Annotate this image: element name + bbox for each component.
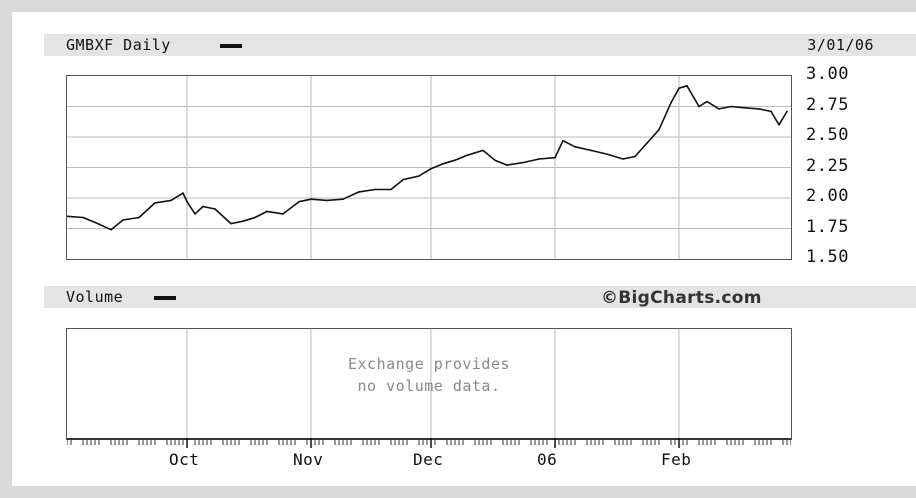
price-point <box>230 222 232 225</box>
price-point <box>634 155 636 158</box>
y-tick-label: 2.00 <box>806 186 849 206</box>
no-volume-message-line2: no volume data. <box>357 377 501 395</box>
chart-panel: GMBXF Daily 3/01/06 3.00 2.75 2.50 2.25 2.00… <box>12 12 916 486</box>
price-point <box>706 100 708 103</box>
price-legend-swatch <box>220 44 242 48</box>
y-tick-label: 2.75 <box>806 94 849 115</box>
price-point <box>418 175 420 177</box>
chart-date: 3/01/06 <box>807 36 874 54</box>
price-point <box>686 84 688 87</box>
y-tick-label: 1.75 <box>806 216 849 237</box>
price-point <box>194 213 196 215</box>
price-point <box>202 205 204 208</box>
bigcharts-credit: ©BigCharts.com <box>601 288 762 308</box>
chart-title: GMBXF Daily <box>66 36 171 54</box>
y-tick-label: 2.50 <box>806 125 849 145</box>
price-point <box>522 161 524 164</box>
price-point <box>482 149 484 152</box>
y-tick-label: 3.00 <box>806 64 849 84</box>
price-point <box>138 216 140 219</box>
x-tick-label: 06 <box>537 450 558 469</box>
price-point <box>718 108 720 110</box>
price-point <box>466 154 468 157</box>
volume-plot-area: Exchange provides no volume data. <box>66 328 792 440</box>
price-point <box>326 199 328 202</box>
price-point <box>778 124 780 126</box>
price-point <box>390 188 392 191</box>
price-point <box>254 216 256 219</box>
price-point <box>242 220 244 222</box>
price-point <box>538 158 540 160</box>
x-tick-label: Dec <box>413 450 444 469</box>
price-point <box>554 156 556 159</box>
price-point <box>454 159 456 161</box>
price-point <box>358 191 360 193</box>
price-chart-svg <box>67 76 791 259</box>
price-point <box>574 145 576 148</box>
price-point <box>94 221 96 224</box>
price-point <box>186 200 188 203</box>
price-point <box>67 215 68 218</box>
price-point <box>758 108 760 110</box>
price-point <box>374 188 376 191</box>
price-point <box>658 128 660 131</box>
price-point <box>506 164 508 166</box>
price-point <box>730 105 732 108</box>
price-point <box>678 87 680 89</box>
price-point <box>170 199 172 202</box>
price-point <box>698 105 700 108</box>
y-tick-label: 1.50 <box>806 247 849 267</box>
price-point <box>442 163 444 165</box>
price-header-bar: GMBXF Daily 3/01/06 <box>44 34 916 56</box>
price-point <box>646 142 648 144</box>
volume-chart-svg <box>186 329 680 439</box>
price-point <box>402 178 404 181</box>
volume-header-bar: Volume <box>44 286 916 308</box>
price-point <box>82 216 84 219</box>
price-point <box>622 158 624 160</box>
price-point <box>298 200 300 203</box>
price-point <box>122 219 124 221</box>
price-point <box>182 192 184 194</box>
no-volume-message-line1: Exchange provides <box>347 355 511 373</box>
price-point <box>430 167 432 170</box>
price-plot-area <box>66 75 792 260</box>
x-tick-label: Oct <box>169 450 200 469</box>
price-point <box>494 159 496 161</box>
price-point <box>742 106 744 109</box>
price-point <box>310 198 312 201</box>
x-axis-tick-strip <box>67 438 791 448</box>
volume-legend-swatch <box>154 296 176 300</box>
price-point <box>670 102 672 104</box>
price-point <box>282 213 284 215</box>
price-point <box>770 110 772 113</box>
price-point <box>562 139 564 142</box>
x-tick-label: Feb <box>661 450 692 469</box>
no-volume-message: Exchange provides no volume data. <box>299 353 559 397</box>
price-point <box>110 228 112 231</box>
price-point <box>786 110 788 113</box>
y-tick-label: 2.25 <box>806 155 849 176</box>
price-point <box>590 149 592 152</box>
price-point <box>214 208 216 210</box>
price-point <box>154 202 156 204</box>
price-point <box>606 153 608 155</box>
x-tick-label: Nov <box>293 450 324 469</box>
price-point <box>266 210 268 213</box>
price-point <box>342 198 344 201</box>
volume-title: Volume <box>66 288 124 306</box>
